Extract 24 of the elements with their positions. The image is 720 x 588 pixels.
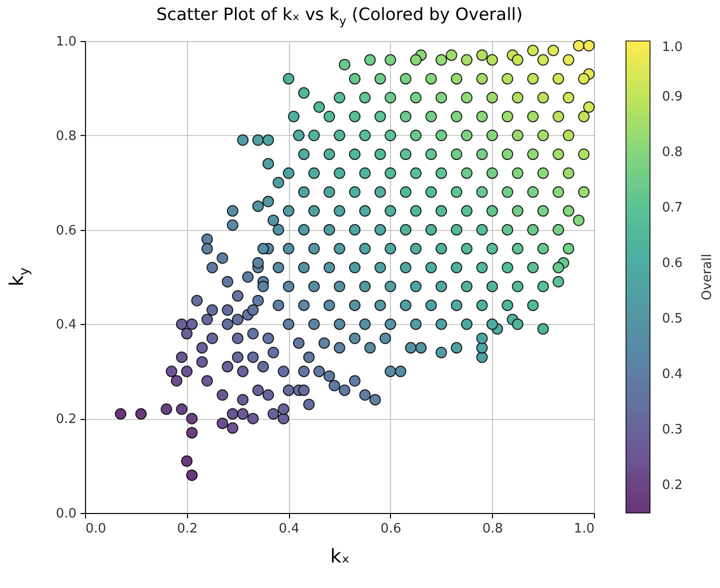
color-bar-label: 0.2 [662, 478, 683, 494]
y-tick-label: 0.8 [56, 128, 76, 144]
x-tick-label: 1.0 [574, 522, 594, 536]
color-bar-label: 0.3 [662, 422, 683, 438]
x-tick-label: 0.8 [482, 522, 504, 536]
x-axis-title: kₓ [330, 546, 350, 568]
y-tick-label: 1.0 [56, 34, 76, 50]
y-tick-label: 0.4 [56, 318, 76, 333]
y-tick-label: 0.0 [56, 506, 76, 522]
color-bar-label: 0.9 [662, 90, 683, 105]
y-axis-title: ky [6, 267, 32, 286]
y-tick-label: 0.2 [56, 412, 76, 428]
color-bar-label: 0.4 [662, 367, 683, 382]
color-bar-label: 0.7 [662, 200, 683, 216]
x-tick-label: 0.2 [176, 522, 198, 536]
color-bar-label: 0.5 [662, 312, 683, 327]
color-bar-title: Overall [700, 254, 715, 300]
color-bar-label: 1.0 [662, 40, 683, 55]
x-tick-label: 0.0 [86, 522, 106, 536]
y-tick-label: 0.6 [56, 223, 76, 238]
x-tick-label: 0.6 [380, 522, 402, 536]
color-bar-label: 0.8 [662, 145, 683, 160]
x-tick-label: 0.4 [278, 522, 300, 536]
color-bar-label: 0.6 [662, 256, 683, 272]
